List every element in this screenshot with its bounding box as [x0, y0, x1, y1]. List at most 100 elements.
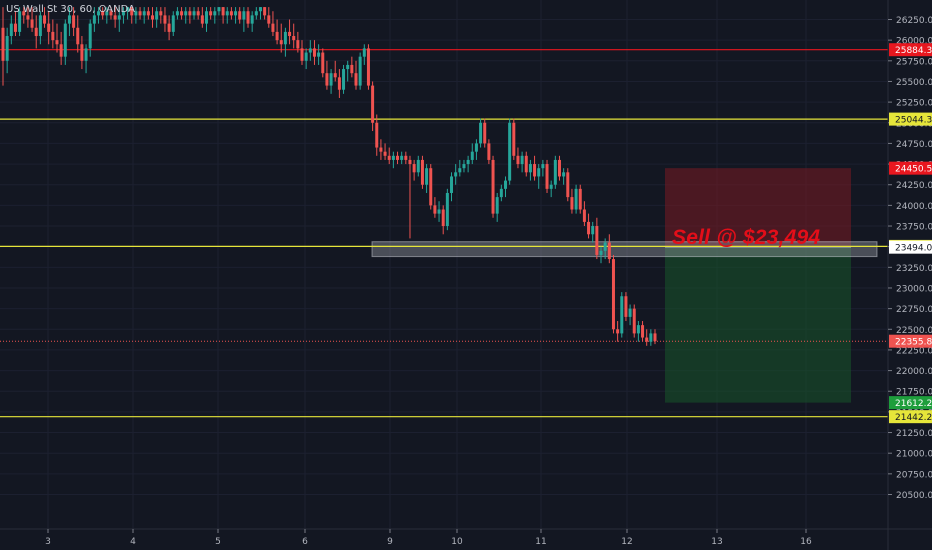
candle-body [645, 337, 649, 342]
price-label-text: 22355.8 [895, 338, 932, 348]
candle-body [537, 168, 541, 177]
candle-body [371, 85, 375, 123]
price-label-box [889, 396, 932, 410]
price-label-text: 25044.3 [895, 116, 932, 126]
candle-body [225, 11, 229, 16]
price-label-box [889, 112, 932, 126]
candle-body [200, 15, 204, 24]
candle-body [616, 329, 620, 334]
candle-body [84, 48, 88, 61]
candle-body [458, 168, 462, 173]
candle-body [250, 15, 254, 24]
candle-body [591, 226, 595, 235]
candle-body [109, 11, 113, 16]
candle-body [242, 11, 246, 20]
horizontal-levels[interactable] [0, 49, 888, 418]
candle-body [88, 23, 92, 49]
candle-body [350, 64, 354, 74]
candle-body [321, 52, 325, 74]
candle-body [574, 188, 578, 210]
candle-body [342, 69, 346, 90]
candle-body [624, 296, 628, 317]
y-tick-label: 23000.0 [896, 284, 932, 294]
candle-body [258, 7, 262, 12]
candle-body [582, 209, 586, 222]
candle-body [146, 11, 150, 16]
price-label-box [889, 240, 932, 254]
candle-body [22, 11, 26, 16]
candlestick-series [1, 7, 657, 346]
candle-body [491, 159, 495, 214]
time-axis[interactable]: 3 4 5 6 9 10 11 12 13 16 [0, 528, 932, 547]
price-label-box [889, 43, 932, 57]
candle-body [462, 164, 466, 169]
price-label-text: 21442.2 [895, 413, 932, 423]
x-tick-label: 4 [130, 537, 136, 547]
y-tick-label: 24750.0 [896, 140, 932, 150]
candle-body [366, 48, 370, 86]
candle-body [34, 27, 38, 37]
price-label-text: 25884.3 [895, 46, 932, 56]
candle-body [495, 197, 499, 214]
x-tick-label: 11 [535, 537, 546, 547]
candle-body [549, 184, 553, 189]
candle-body [47, 23, 51, 32]
candle-body [387, 155, 391, 160]
x-tick-label: 9 [387, 537, 393, 547]
candle-body [433, 205, 437, 214]
y-tick-label: 25500.0 [896, 78, 932, 88]
candle-body [38, 15, 42, 37]
y-tick-label: 21250.0 [896, 429, 932, 439]
candle-body [63, 23, 67, 57]
sell-annotation[interactable]: Sell @ $23,494 [672, 226, 821, 249]
candle-body [479, 122, 483, 144]
candle-body [271, 23, 275, 32]
candle-body [196, 11, 200, 16]
x-tick-label: 10 [451, 537, 463, 547]
y-tick-label: 20750.0 [896, 470, 932, 480]
candle-body [379, 147, 383, 152]
candle-body [275, 31, 279, 41]
y-tick-label: 23750.0 [896, 223, 932, 233]
candle-body [13, 23, 17, 32]
candle-body [217, 7, 221, 12]
candle-body [80, 44, 84, 61]
candle-body [213, 11, 217, 16]
candle-body [126, 7, 130, 12]
candle-body [354, 73, 358, 86]
candle-body [325, 73, 329, 86]
candle-body [308, 48, 312, 53]
candle-body [151, 15, 155, 20]
candle-body [171, 15, 175, 32]
short-position-tool[interactable] [371, 168, 878, 403]
candle-body [562, 172, 566, 177]
y-tick-label: 23250.0 [896, 264, 932, 274]
candle-body [541, 164, 545, 169]
candle-body [67, 15, 71, 24]
candle-body [603, 242, 607, 251]
candle-body [254, 11, 258, 16]
candle-body [375, 122, 379, 148]
candle-body [333, 73, 337, 78]
candle-body [267, 15, 271, 24]
y-tick-label: 22500.0 [896, 326, 932, 336]
candle-body [312, 48, 316, 57]
candle-body [279, 40, 283, 45]
price-label-box [889, 410, 932, 424]
y-tick-label: 26250.0 [896, 16, 932, 26]
candle-body [607, 242, 611, 260]
candle-body [155, 11, 159, 20]
candle-body [163, 15, 167, 24]
candle-body [628, 308, 632, 317]
candle-body [337, 77, 341, 90]
candle-body [117, 15, 121, 20]
x-tick-label: 5 [215, 537, 221, 547]
candle-body [653, 333, 657, 342]
candle-body [317, 52, 321, 57]
candle-body [188, 11, 192, 16]
candle-body [611, 259, 615, 330]
candle-body [437, 209, 441, 214]
candle-body [26, 15, 30, 20]
price-label-text: 21612.2 [895, 399, 932, 409]
